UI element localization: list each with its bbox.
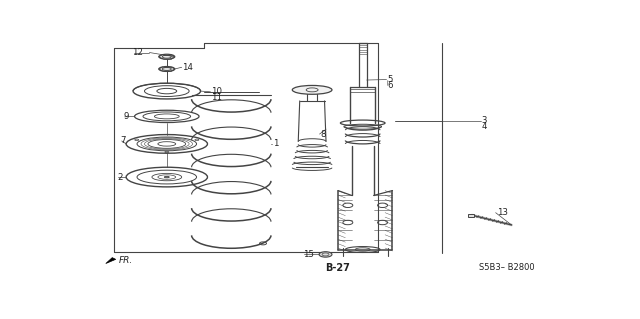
- Polygon shape: [106, 258, 116, 263]
- Text: S5B3– B2800: S5B3– B2800: [479, 263, 534, 272]
- Ellipse shape: [164, 176, 169, 178]
- Text: 10: 10: [211, 87, 223, 96]
- Text: 15: 15: [303, 250, 314, 259]
- Text: 9: 9: [124, 112, 129, 122]
- Text: 7: 7: [121, 137, 126, 145]
- Text: 6: 6: [388, 81, 393, 90]
- Text: 3: 3: [482, 116, 487, 125]
- Text: 13: 13: [497, 208, 508, 217]
- Text: 8: 8: [321, 130, 326, 138]
- Bar: [468, 214, 474, 217]
- Text: B-27: B-27: [326, 263, 350, 273]
- Text: FR.: FR.: [118, 256, 133, 265]
- Ellipse shape: [159, 67, 175, 71]
- Text: 5: 5: [388, 75, 393, 84]
- Text: 11: 11: [211, 93, 223, 102]
- Ellipse shape: [292, 85, 332, 94]
- Text: 14: 14: [182, 63, 193, 72]
- Ellipse shape: [159, 54, 175, 59]
- Text: 4: 4: [482, 122, 487, 131]
- Ellipse shape: [319, 252, 332, 257]
- Text: 1: 1: [273, 139, 279, 148]
- Text: 2: 2: [117, 173, 123, 182]
- Text: 12: 12: [132, 48, 143, 57]
